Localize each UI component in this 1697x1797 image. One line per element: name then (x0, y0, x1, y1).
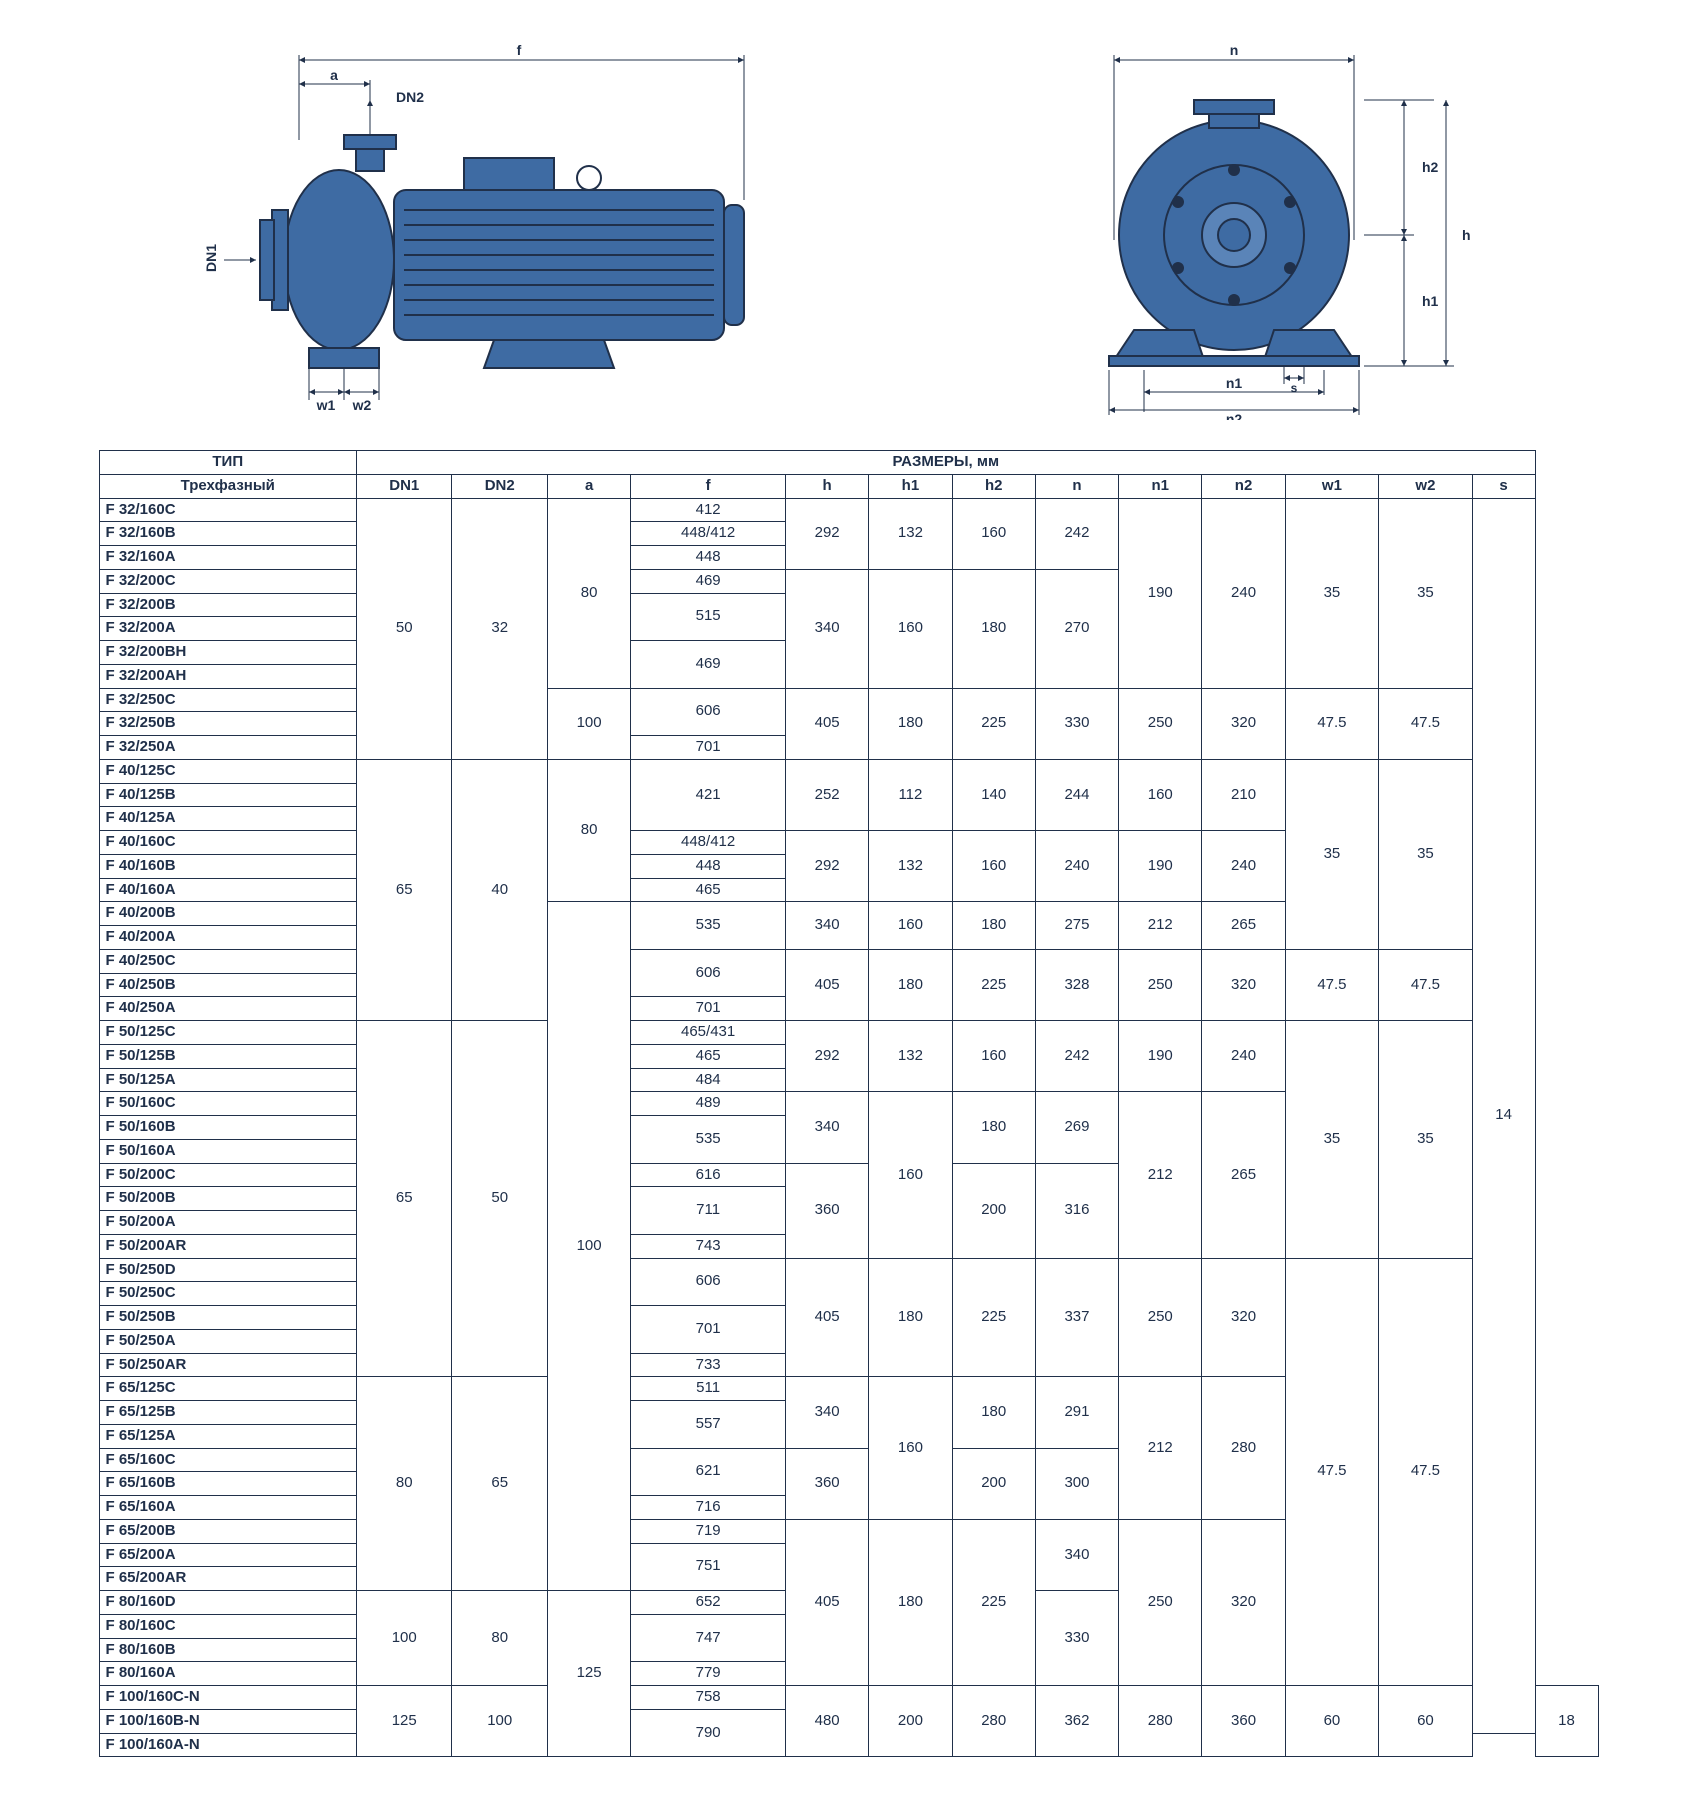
pump-side-diagram: f a DN2 (184, 40, 824, 420)
svg-text:a: a (330, 67, 338, 83)
svg-text:n1: n1 (1225, 375, 1242, 391)
header-subtype: Трехфазный (99, 474, 357, 498)
svg-text:h1: h1 (1422, 293, 1439, 309)
svg-text:w1: w1 (315, 397, 335, 413)
svg-text:f: f (516, 42, 521, 58)
svg-text:w2: w2 (351, 397, 371, 413)
svg-text:DN1: DN1 (203, 244, 219, 272)
svg-text:h: h (1462, 227, 1471, 243)
svg-text:n: n (1229, 42, 1238, 58)
svg-text:h2: h2 (1422, 159, 1439, 175)
pump-front-diagram: n (1054, 40, 1514, 420)
svg-text:DN2: DN2 (396, 89, 424, 105)
svg-text:s: s (1290, 381, 1297, 395)
svg-text:n2: n2 (1225, 411, 1242, 420)
dimensions-table: ТИП РАЗМЕРЫ, мм Трехфазный DN1 DN2 a f h… (99, 450, 1599, 1757)
header-dims: РАЗМЕРЫ, мм (357, 451, 1536, 475)
header-type: ТИП (99, 451, 357, 475)
